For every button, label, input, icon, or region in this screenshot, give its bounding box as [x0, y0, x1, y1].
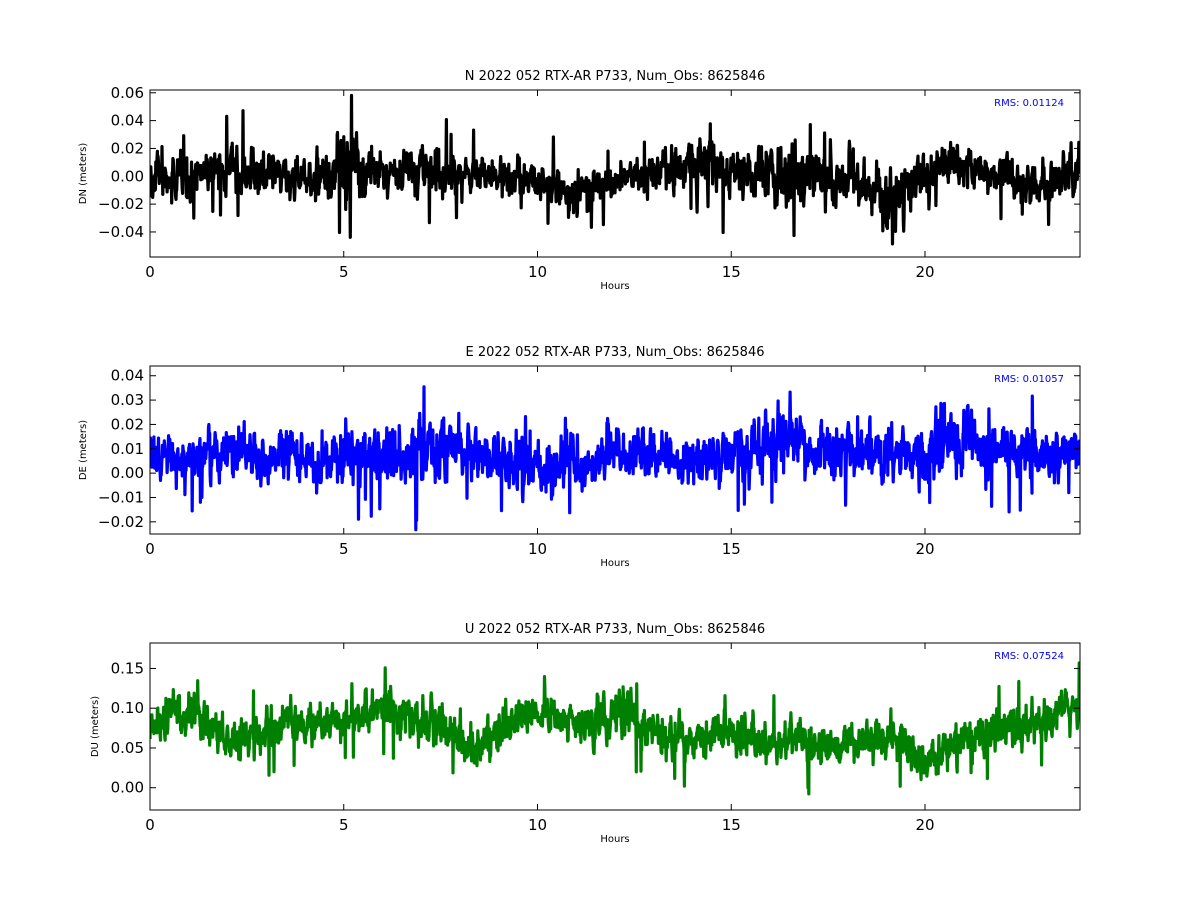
y-tick-label: 0.03 — [111, 391, 144, 409]
rms-annotation-up: RMS: 0.07524 — [994, 651, 1064, 662]
y-tick-label: −0.02 — [98, 195, 144, 213]
x-tick-label: 5 — [339, 540, 349, 558]
x-tick-label: 0 — [145, 816, 155, 834]
y-axis-label-east: DE (meters) — [78, 420, 89, 480]
y-tick-label: 0.00 — [111, 779, 144, 797]
y-axis-label-north: DN (meters) — [78, 143, 89, 205]
y-tick-label: 0.06 — [111, 84, 144, 102]
y-tick-label: 0.04 — [111, 112, 144, 130]
y-tick-label: 0.10 — [111, 699, 144, 717]
x-tick-label: 0 — [145, 263, 155, 281]
x-tick-label: 5 — [339, 816, 349, 834]
rms-annotation-north: RMS: 0.01124 — [994, 98, 1064, 109]
series-line-up — [150, 661, 1080, 796]
y-tick-label: 0.01 — [111, 440, 144, 458]
x-tick-label: 20 — [915, 816, 934, 834]
y-tick-label: 0.02 — [111, 415, 144, 433]
x-axis-label-north: Hours — [600, 281, 629, 292]
y-tick-label: −0.01 — [98, 488, 144, 506]
x-tick-label: 5 — [339, 263, 349, 281]
x-tick-label: 10 — [528, 816, 547, 834]
x-axis-label-east: Hours — [600, 558, 629, 569]
y-tick-label: 0.02 — [111, 139, 144, 157]
y-tick-label: −0.02 — [98, 513, 144, 531]
series-line-north — [150, 93, 1080, 246]
chart-title-up: U 2022 052 RTX-AR P733, Num_Obs: 8625846 — [465, 622, 765, 637]
y-tick-label: 0.00 — [111, 464, 144, 482]
x-tick-label: 20 — [915, 540, 934, 558]
x-tick-label: 10 — [528, 263, 547, 281]
x-axis-label-up: Hours — [600, 834, 629, 845]
x-tick-label: 15 — [722, 263, 741, 281]
y-tick-label: −0.04 — [98, 223, 144, 241]
panel-east: 0 5 10 15 20 −0.02 −0.01 0.00 0.01 0.02 0.03 0.04 E … — [78, 345, 1081, 569]
axes-frame-up — [149, 642, 1081, 811]
axes-frame-north — [149, 89, 1081, 258]
x-tick-label: 10 — [528, 540, 547, 558]
x-tick-label: 15 — [722, 816, 741, 834]
panel-north: 0 5 10 15 20 −0.04 −0.02 0.00 0.02 0.04 0.06 N 2022… — [78, 69, 1081, 292]
chart-title-east: E 2022 052 RTX-AR P733, Num_Obs: 8625846 — [466, 345, 765, 360]
y-axis-label-up: DU (meters) — [90, 696, 101, 757]
axes-frame-east — [149, 365, 1081, 535]
y-tick-label: 0.05 — [111, 739, 144, 757]
y-tick-label: 0.04 — [111, 367, 144, 385]
y-tick-label: 0.15 — [111, 659, 144, 677]
y-tick-label: 0.00 — [111, 167, 144, 185]
x-tick-label: 20 — [915, 263, 934, 281]
panel-up: 0 5 10 15 20 0.00 0.05 0.10 0.15 U 2022 052 RTX-A… — [90, 622, 1081, 845]
chart-title-north: N 2022 052 RTX-AR P733, Num_Obs: 8625846 — [465, 69, 765, 84]
x-tick-label: 0 — [145, 540, 155, 558]
series-line-east — [150, 385, 1080, 532]
x-tick-label: 15 — [722, 540, 741, 558]
rms-annotation-east: RMS: 0.01057 — [994, 374, 1064, 385]
